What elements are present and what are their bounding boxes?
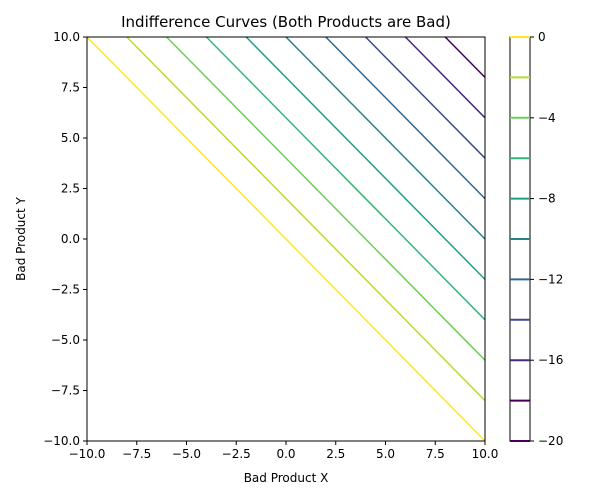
- x-tick-label: 7.5: [426, 447, 445, 461]
- x-tick-label: 5.0: [376, 447, 395, 461]
- y-tick-label: 5.0: [61, 131, 80, 145]
- x-tick-label: 2.5: [326, 447, 345, 461]
- x-tick-label: 10.0: [472, 447, 499, 461]
- colorbar-tick-label: −20: [538, 434, 563, 448]
- x-tick-label: −7.5: [122, 447, 151, 461]
- y-axis: −10.0 −7.5 −5.0 −2.5 0.0 2.5 5.0 7.5 10.0: [43, 30, 87, 448]
- contour-line: [126, 36, 486, 402]
- contour-line: [166, 36, 486, 361]
- y-tick-label: −5.0: [51, 333, 80, 347]
- y-tick-label: 2.5: [61, 182, 80, 196]
- chart-title: Indifference Curves (Both Products are B…: [121, 13, 451, 31]
- colorbar-tick-label: 0: [538, 30, 546, 44]
- contour-line: [285, 36, 486, 240]
- colorbar-tick-label: −12: [538, 272, 563, 286]
- x-tick-label: −10.0: [69, 447, 106, 461]
- y-tick-label: 10.0: [53, 30, 80, 44]
- x-tick-label: 0.0: [276, 447, 295, 461]
- x-tick-label: −2.5: [222, 447, 251, 461]
- colorbar-tick-label: −8: [538, 192, 556, 206]
- colorbar: 0 −4 −8 −12 −16 −20: [509, 30, 563, 448]
- y-axis-label: Bad Product Y: [14, 196, 28, 280]
- contour-line: [444, 36, 486, 78]
- y-tick-label: −7.5: [51, 384, 80, 398]
- y-tick-label: −10.0: [43, 434, 80, 448]
- colorbar-tick-label: −4: [538, 111, 556, 125]
- contour-line: [205, 36, 486, 321]
- y-tick-label: −2.5: [51, 283, 80, 297]
- contour-line: [365, 36, 486, 159]
- x-axis: −10.0 −7.5 −5.0 −2.5 0.0 2.5 5.0 7.5 10.0: [69, 441, 499, 461]
- contour-line: [404, 36, 486, 119]
- contour-line: [86, 36, 486, 442]
- y-tick-label: 0.0: [61, 232, 80, 246]
- x-axis-label: Bad Product X: [244, 471, 329, 485]
- x-tick-label: −5.0: [172, 447, 201, 461]
- colorbar-tick-label: −16: [538, 353, 563, 367]
- contour-lines: [86, 36, 486, 442]
- contour-line: [245, 36, 486, 280]
- y-tick-label: 7.5: [61, 81, 80, 95]
- contour-line: [325, 36, 486, 200]
